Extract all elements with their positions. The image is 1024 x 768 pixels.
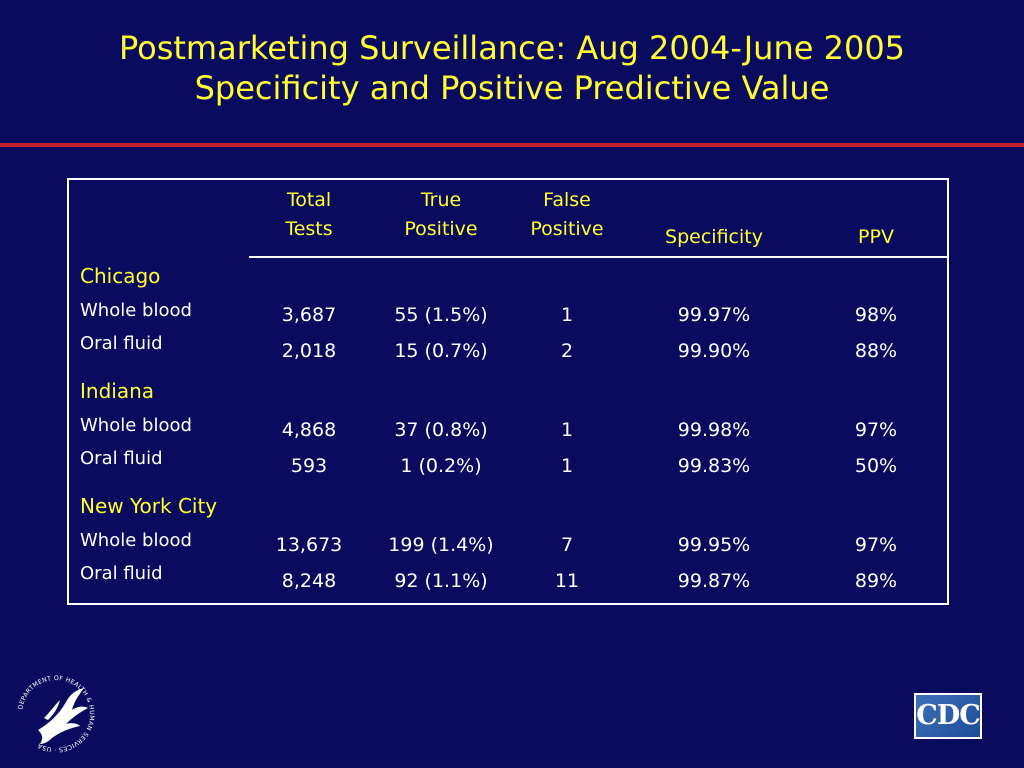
cell-total-tests: 2,018 [281,340,337,362]
cell-total-tests: 13,673 [275,534,343,556]
cell-false-positive: 1 [560,304,574,326]
cell-specificity: 99.87% [677,570,751,592]
svg-text:DEPARTMENT OF HEALTH & HUMAN S: DEPARTMENT OF HEALTH & HUMAN SERVICES · … [17,675,95,753]
slide-title-line-1: Postmarketing Surveillance: Aug 2004-Jun… [118,29,906,67]
cell-false-positive: 2 [560,340,574,362]
cell-total-tests: 3,687 [281,304,337,326]
slide-title-line-2: Specificity and Positive Predictive Valu… [194,69,830,107]
cell-ppv: 97% [854,419,898,441]
cell-total-tests: 593 [290,455,328,477]
row-label: Whole blood [80,300,192,321]
cell-true-positive: 92 (1.1%) [394,570,488,592]
header-true-positive-line-1: True [420,189,462,211]
cell-ppv: 88% [854,340,898,362]
hhs-seal-icon: DEPARTMENT OF HEALTH & HUMAN SERVICES · … [14,672,98,756]
cell-true-positive: 15 (0.7%) [394,340,488,362]
cell-specificity: 99.98% [677,419,751,441]
cell-ppv: 89% [854,570,898,592]
cell-specificity: 99.83% [677,455,751,477]
header-true-positive: True Positive [386,186,496,244]
cell-false-positive: 11 [554,570,580,592]
cell-specificity: 99.95% [677,534,751,556]
header-total-tests-line-1: Total [286,189,332,211]
cell-true-positive: 199 (1.4%) [388,534,494,556]
cell-true-positive: 55 (1.5%) [394,304,488,326]
city-label-indiana: Indiana [80,379,155,403]
row-label: Oral fluid [80,333,163,354]
row-label: Oral fluid [80,563,163,584]
cell-false-positive: 1 [560,455,574,477]
cell-ppv: 50% [854,455,898,477]
cell-specificity: 99.97% [677,304,751,326]
data-table: Total Tests True Positive False Positive… [67,178,949,605]
cell-true-positive: 1 (0.2%) [400,455,482,477]
header-false-positive: False Positive [512,186,622,244]
cell-total-tests: 4,868 [281,419,337,441]
city-label-chicago: Chicago [80,264,161,288]
cell-specificity: 99.90% [677,340,751,362]
cell-false-positive: 1 [560,419,574,441]
cell-ppv: 98% [854,304,898,326]
row-label: Whole blood [80,530,192,551]
cell-total-tests: 8,248 [281,570,337,592]
city-label-new-york-city: New York City [80,494,218,518]
cdc-logo-icon: CDC [914,693,982,739]
row-label: Whole blood [80,415,192,436]
cell-ppv: 97% [854,534,898,556]
slide-title: Postmarketing Surveillance: Aug 2004-Jun… [0,28,1024,108]
title-divider [0,143,1024,147]
cdc-logo-text: CDC [916,695,981,737]
header-divider [249,256,947,258]
cell-true-positive: 37 (0.8%) [394,419,488,441]
row-label: Oral fluid [80,448,163,469]
header-specificity: Specificity [665,226,763,248]
header-false-positive-line-2: Positive [530,218,604,240]
cell-false-positive: 7 [560,534,574,556]
header-false-positive-line-1: False [543,189,591,211]
header-ppv: PPV [858,226,894,248]
header-total-tests: Total Tests [259,186,359,244]
header-total-tests-line-2: Tests [285,218,333,240]
header-true-positive-line-2: Positive [404,218,478,240]
